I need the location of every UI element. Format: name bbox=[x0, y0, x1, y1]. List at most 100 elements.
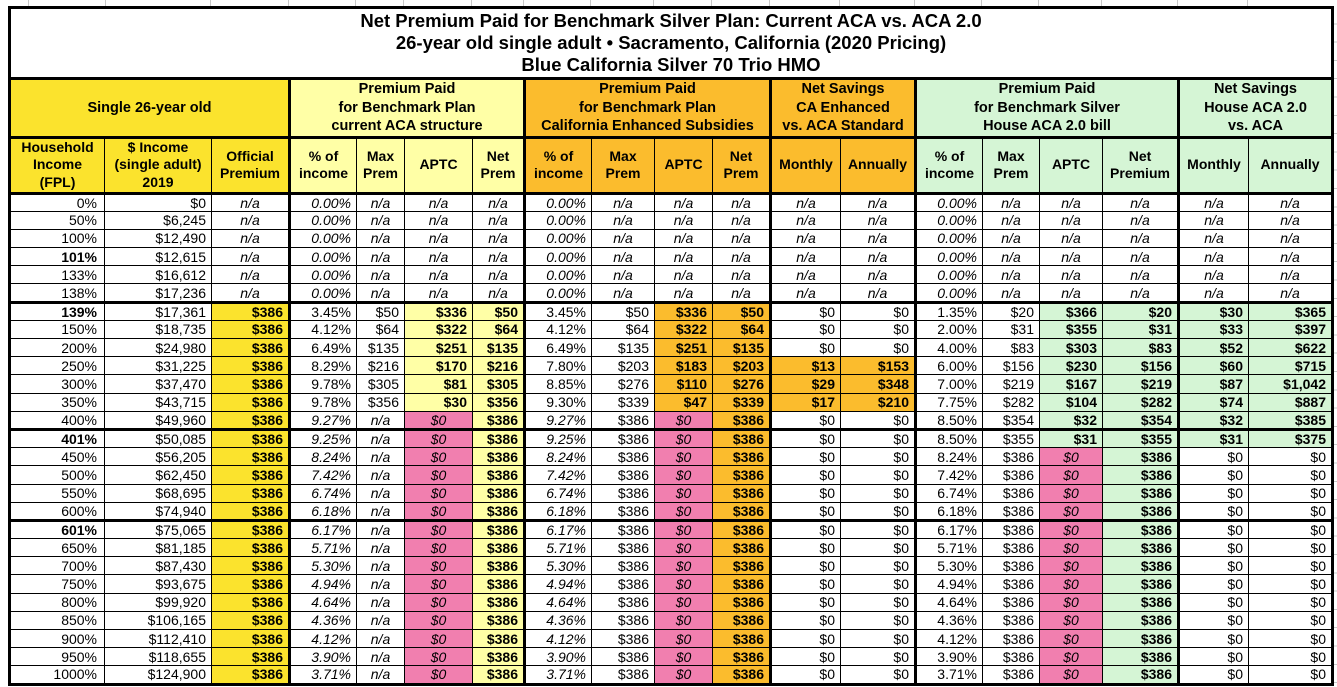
cell-ca-pct-income: 0.00% bbox=[524, 247, 592, 267]
cell-aca-aptc: $0 bbox=[404, 465, 473, 485]
cell-ca-savings-annually: $0 bbox=[840, 538, 917, 558]
cell-income: $43,715 bbox=[104, 392, 212, 412]
cell-ca-net-prem: $203 bbox=[712, 356, 772, 376]
cell-aca-pct-income: 3.71% bbox=[289, 665, 357, 685]
cell-aca-max-prem: n/a bbox=[356, 465, 405, 485]
column-header-ca-net-prem: Net Prem bbox=[712, 136, 772, 195]
cell-house-savings-annually: $715 bbox=[1248, 356, 1333, 376]
cell-house-savings-annually: n/a bbox=[1248, 247, 1333, 267]
cell-house-pct-income: 7.75% bbox=[915, 392, 983, 412]
cell-aca-aptc: n/a bbox=[404, 192, 473, 212]
cell-fpl: 700% bbox=[9, 556, 105, 576]
cell-aca-max-prem: n/a bbox=[356, 647, 405, 667]
cell-aca-net-prem: $216 bbox=[472, 356, 526, 376]
cell-aca-pct-income: 0.00% bbox=[289, 247, 357, 267]
cell-official-premium: n/a bbox=[211, 265, 291, 285]
cell-house-savings-monthly: $0 bbox=[1178, 483, 1249, 503]
table-row: 750% $93,675 $386 4.94% n/a $0 $386 4.94% $386 $0… bbox=[9, 574, 1333, 594]
cell-aca-aptc: $0 bbox=[404, 483, 473, 503]
title-line-3: Blue California Silver 70 Trio HMO bbox=[521, 54, 821, 75]
cell-ca-savings-monthly: $0 bbox=[770, 319, 841, 340]
cell-house-net-premium: $386 bbox=[1102, 465, 1180, 485]
cell-ca-pct-income: 7.42% bbox=[524, 465, 592, 485]
cell-income: $17,236 bbox=[104, 283, 212, 303]
cell-ca-aptc: $336 bbox=[654, 300, 713, 321]
cell-house-net-premium: $386 bbox=[1102, 574, 1180, 594]
cell-aca-max-prem: n/a bbox=[356, 628, 405, 649]
cell-official-premium: n/a bbox=[211, 192, 291, 212]
column-header-aca-pct-income: % of income bbox=[289, 136, 357, 195]
cell-ca-pct-income: 5.30% bbox=[524, 556, 592, 576]
cell-ca-max-prem: $386 bbox=[591, 465, 655, 485]
cell-house-max-prem: $386 bbox=[982, 538, 1040, 558]
cell-house-pct-income: 7.00% bbox=[915, 374, 983, 394]
cell-ca-max-prem: $386 bbox=[591, 556, 655, 576]
cell-house-max-prem: n/a bbox=[982, 210, 1040, 230]
cell-house-savings-monthly: $31 bbox=[1178, 427, 1249, 449]
cell-house-savings-monthly: n/a bbox=[1178, 210, 1249, 230]
cell-ca-net-prem: n/a bbox=[712, 247, 772, 267]
cell-official-premium: $386 bbox=[211, 319, 291, 340]
cell-income: $87,430 bbox=[104, 556, 212, 576]
gridline-tick bbox=[914, 0, 915, 6]
cell-house-savings-annually: $397 bbox=[1248, 319, 1333, 340]
cell-ca-net-prem: $386 bbox=[712, 483, 772, 503]
cell-house-savings-annually: n/a bbox=[1248, 283, 1333, 303]
cell-house-max-prem: $354 bbox=[982, 410, 1040, 430]
cell-income: $99,920 bbox=[104, 592, 212, 612]
cell-income: $6,245 bbox=[104, 210, 212, 230]
cell-aca-max-prem: n/a bbox=[356, 556, 405, 576]
cell-house-savings-annually: $0 bbox=[1248, 610, 1333, 631]
cell-ca-max-prem: $386 bbox=[591, 574, 655, 594]
cell-house-savings-monthly: n/a bbox=[1178, 192, 1249, 212]
cell-house-aptc: $0 bbox=[1039, 574, 1103, 594]
cell-house-savings-monthly: $0 bbox=[1178, 592, 1249, 612]
cell-house-max-prem: $83 bbox=[982, 337, 1040, 358]
cell-ca-pct-income: 8.85% bbox=[524, 374, 592, 394]
cell-ca-pct-income: 3.45% bbox=[524, 300, 592, 321]
table-row: 150% $18,735 $386 4.12% $64 $322 $64 4.12% $64 $3… bbox=[9, 319, 1333, 340]
cell-house-savings-annually: $0 bbox=[1248, 628, 1333, 649]
cell-house-aptc: $0 bbox=[1039, 628, 1103, 649]
cell-house-pct-income: 0.00% bbox=[915, 192, 983, 212]
cell-aca-aptc: $0 bbox=[404, 410, 473, 430]
cell-ca-max-prem: $386 bbox=[591, 447, 655, 467]
cell-house-pct-income: 8.50% bbox=[915, 427, 983, 449]
cell-house-pct-income: 0.00% bbox=[915, 210, 983, 230]
cell-aca-pct-income: 0.00% bbox=[289, 192, 357, 212]
cell-official-premium: $386 bbox=[211, 647, 291, 667]
gridline-tick bbox=[523, 0, 524, 6]
cell-ca-aptc: $0 bbox=[654, 465, 713, 485]
cell-ca-savings-annually: n/a bbox=[840, 247, 917, 267]
cell-ca-savings-monthly: $0 bbox=[770, 447, 841, 467]
cell-house-savings-annually: $1,042 bbox=[1248, 374, 1333, 394]
cell-house-pct-income: 4.12% bbox=[915, 628, 983, 649]
title-row: Net Premium Paid for Benchmark Silver Pl… bbox=[9, 7, 1333, 80]
cell-fpl: 950% bbox=[9, 647, 105, 667]
cell-income: $50,085 bbox=[104, 427, 212, 449]
cell-aca-aptc: $81 bbox=[404, 374, 473, 394]
gridline-tick bbox=[403, 0, 404, 6]
cell-house-pct-income: 3.71% bbox=[915, 665, 983, 685]
cell-aca-net-prem: $386 bbox=[472, 483, 526, 503]
cell-house-savings-monthly: $60 bbox=[1178, 356, 1249, 376]
cell-ca-net-prem: $386 bbox=[712, 556, 772, 576]
cell-house-savings-annually: $385 bbox=[1248, 410, 1333, 430]
cell-ca-pct-income: 0.00% bbox=[524, 228, 592, 249]
column-header-ca-savings-annually: Annually bbox=[840, 136, 917, 195]
cell-ca-savings-monthly: $0 bbox=[770, 556, 841, 576]
cell-ca-max-prem: $203 bbox=[591, 356, 655, 376]
column-header-house-savings-monthly: Monthly bbox=[1178, 136, 1249, 195]
cell-ca-net-prem: $386 bbox=[712, 592, 772, 612]
cell-ca-net-prem: $386 bbox=[712, 410, 772, 430]
cell-ca-aptc: $0 bbox=[654, 647, 713, 667]
cell-ca-pct-income: 0.00% bbox=[524, 210, 592, 230]
cell-ca-max-prem: n/a bbox=[591, 283, 655, 303]
cell-aca-max-prem: $135 bbox=[356, 337, 405, 358]
table-row: 500% $62,450 $386 7.42% n/a $0 $386 7.42% $386 $0… bbox=[9, 465, 1333, 485]
cell-ca-savings-monthly: $13 bbox=[770, 356, 841, 376]
cell-aca-net-prem: $386 bbox=[472, 556, 526, 576]
cell-income: $12,615 bbox=[104, 247, 212, 267]
cell-ca-pct-income: 9.30% bbox=[524, 392, 592, 412]
column-header-house-net-premium: Net Premium bbox=[1102, 136, 1180, 195]
